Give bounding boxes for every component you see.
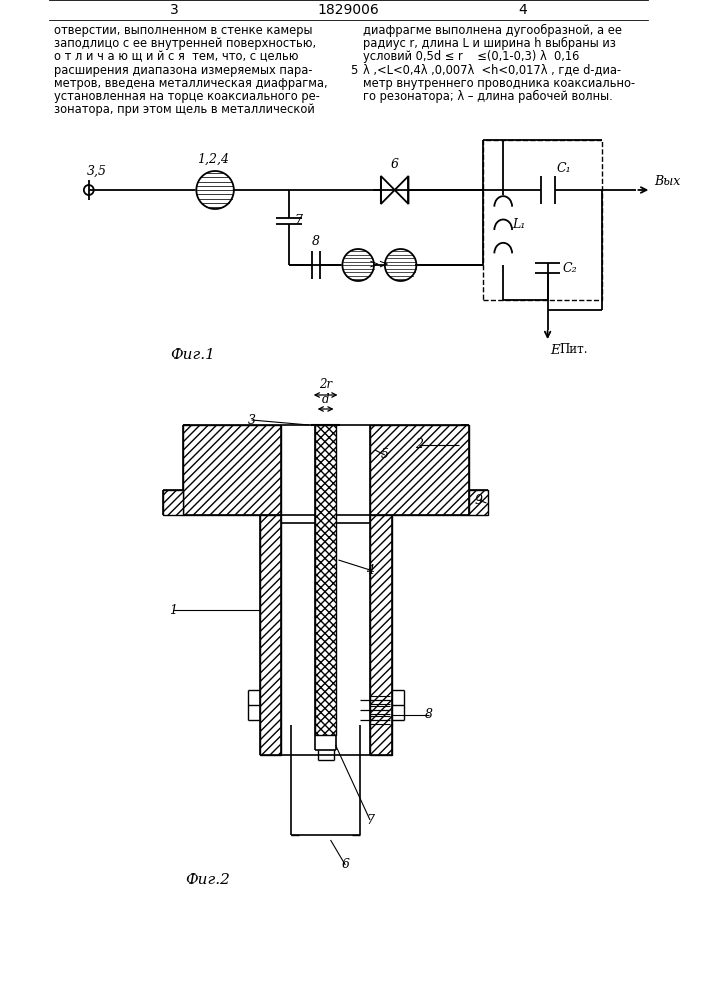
Polygon shape bbox=[385, 249, 416, 281]
Text: d: d bbox=[322, 393, 329, 406]
Text: 7: 7 bbox=[366, 814, 374, 826]
Text: 1: 1 bbox=[169, 603, 177, 616]
Text: 1829006: 1829006 bbox=[317, 3, 379, 17]
Text: го резонатора; λ – длина рабочей волны.: го резонатора; λ – длина рабочей волны. bbox=[363, 90, 613, 103]
Bar bbox=[370, 425, 469, 515]
Text: λ ,<L<0,4λ ,0,007λ  <h<0,017λ , где d-диа-: λ ,<L<0,4λ ,0,007λ <h<0,017λ , где d-диа… bbox=[363, 64, 621, 77]
Text: 4: 4 bbox=[366, 564, 374, 576]
Text: 6: 6 bbox=[341, 858, 349, 871]
Text: условий 0,5d ≤ r    ≤(0,1-0,3) λ  0,16: условий 0,5d ≤ r ≤(0,1-0,3) λ 0,16 bbox=[363, 50, 580, 63]
Bar bbox=[182, 425, 281, 515]
Text: Пит.: Пит. bbox=[559, 343, 588, 356]
Text: C₁: C₁ bbox=[556, 162, 571, 175]
Bar bbox=[484, 140, 602, 300]
Text: метр внутреннего проводника коаксиально-: метр внутреннего проводника коаксиально- bbox=[363, 77, 635, 90]
Bar bbox=[370, 515, 392, 755]
Text: 3,5: 3,5 bbox=[87, 165, 107, 178]
Text: 7: 7 bbox=[294, 215, 302, 228]
Text: 8: 8 bbox=[425, 708, 433, 722]
Text: Фиг.2: Фиг.2 bbox=[185, 873, 230, 887]
Text: 2: 2 bbox=[415, 438, 423, 452]
Text: 2r: 2r bbox=[319, 378, 332, 391]
Text: 4: 4 bbox=[518, 3, 527, 17]
Text: диафрагме выполнена дугообразной, а ее: диафрагме выполнена дугообразной, а ее bbox=[363, 24, 622, 37]
Bar bbox=[469, 490, 489, 515]
Bar bbox=[315, 425, 337, 735]
Text: расширения диапазона измеряемых пара-: расширения диапазона измеряемых пара- bbox=[54, 64, 312, 77]
Text: Фиг.1: Фиг.1 bbox=[170, 348, 215, 362]
Text: установленная на торце коаксиального ре-: установленная на торце коаксиального ре- bbox=[54, 90, 320, 103]
Text: >>: >> bbox=[369, 257, 390, 270]
Polygon shape bbox=[197, 171, 234, 209]
Text: 1,2,4: 1,2,4 bbox=[197, 153, 229, 166]
Text: 5: 5 bbox=[381, 448, 389, 462]
Text: C₂: C₂ bbox=[563, 261, 577, 274]
Bar bbox=[163, 490, 182, 515]
Text: радиус r, длина L и ширина h выбраны из: радиус r, длина L и ширина h выбраны из bbox=[363, 37, 616, 50]
Polygon shape bbox=[342, 249, 374, 281]
Text: 8: 8 bbox=[312, 235, 320, 248]
Text: 5: 5 bbox=[351, 64, 358, 77]
Text: заподлицо с ее внутренней поверхностью,: заподлицо с ее внутренней поверхностью, bbox=[54, 37, 317, 50]
Text: 9: 9 bbox=[474, 493, 483, 506]
Text: отверстии, выполненном в стенке камеры: отверстии, выполненном в стенке камеры bbox=[54, 24, 312, 37]
Text: E: E bbox=[551, 344, 560, 357]
Text: 3: 3 bbox=[170, 3, 179, 17]
Text: 3: 3 bbox=[247, 414, 256, 426]
Text: метров, введена металлическая диафрагма,: метров, введена металлическая диафрагма, bbox=[54, 77, 328, 90]
Text: 6: 6 bbox=[391, 158, 399, 171]
Text: зонатора, при этом щель в металлической: зонатора, при этом щель в металлической bbox=[54, 103, 315, 116]
Bar bbox=[259, 515, 281, 755]
Text: о т л и ч а ю щ и й с я  тем, что, с целью: о т л и ч а ю щ и й с я тем, что, с цель… bbox=[54, 50, 299, 63]
Text: Вых: Вых bbox=[654, 175, 680, 188]
Text: L₁: L₁ bbox=[512, 219, 525, 232]
